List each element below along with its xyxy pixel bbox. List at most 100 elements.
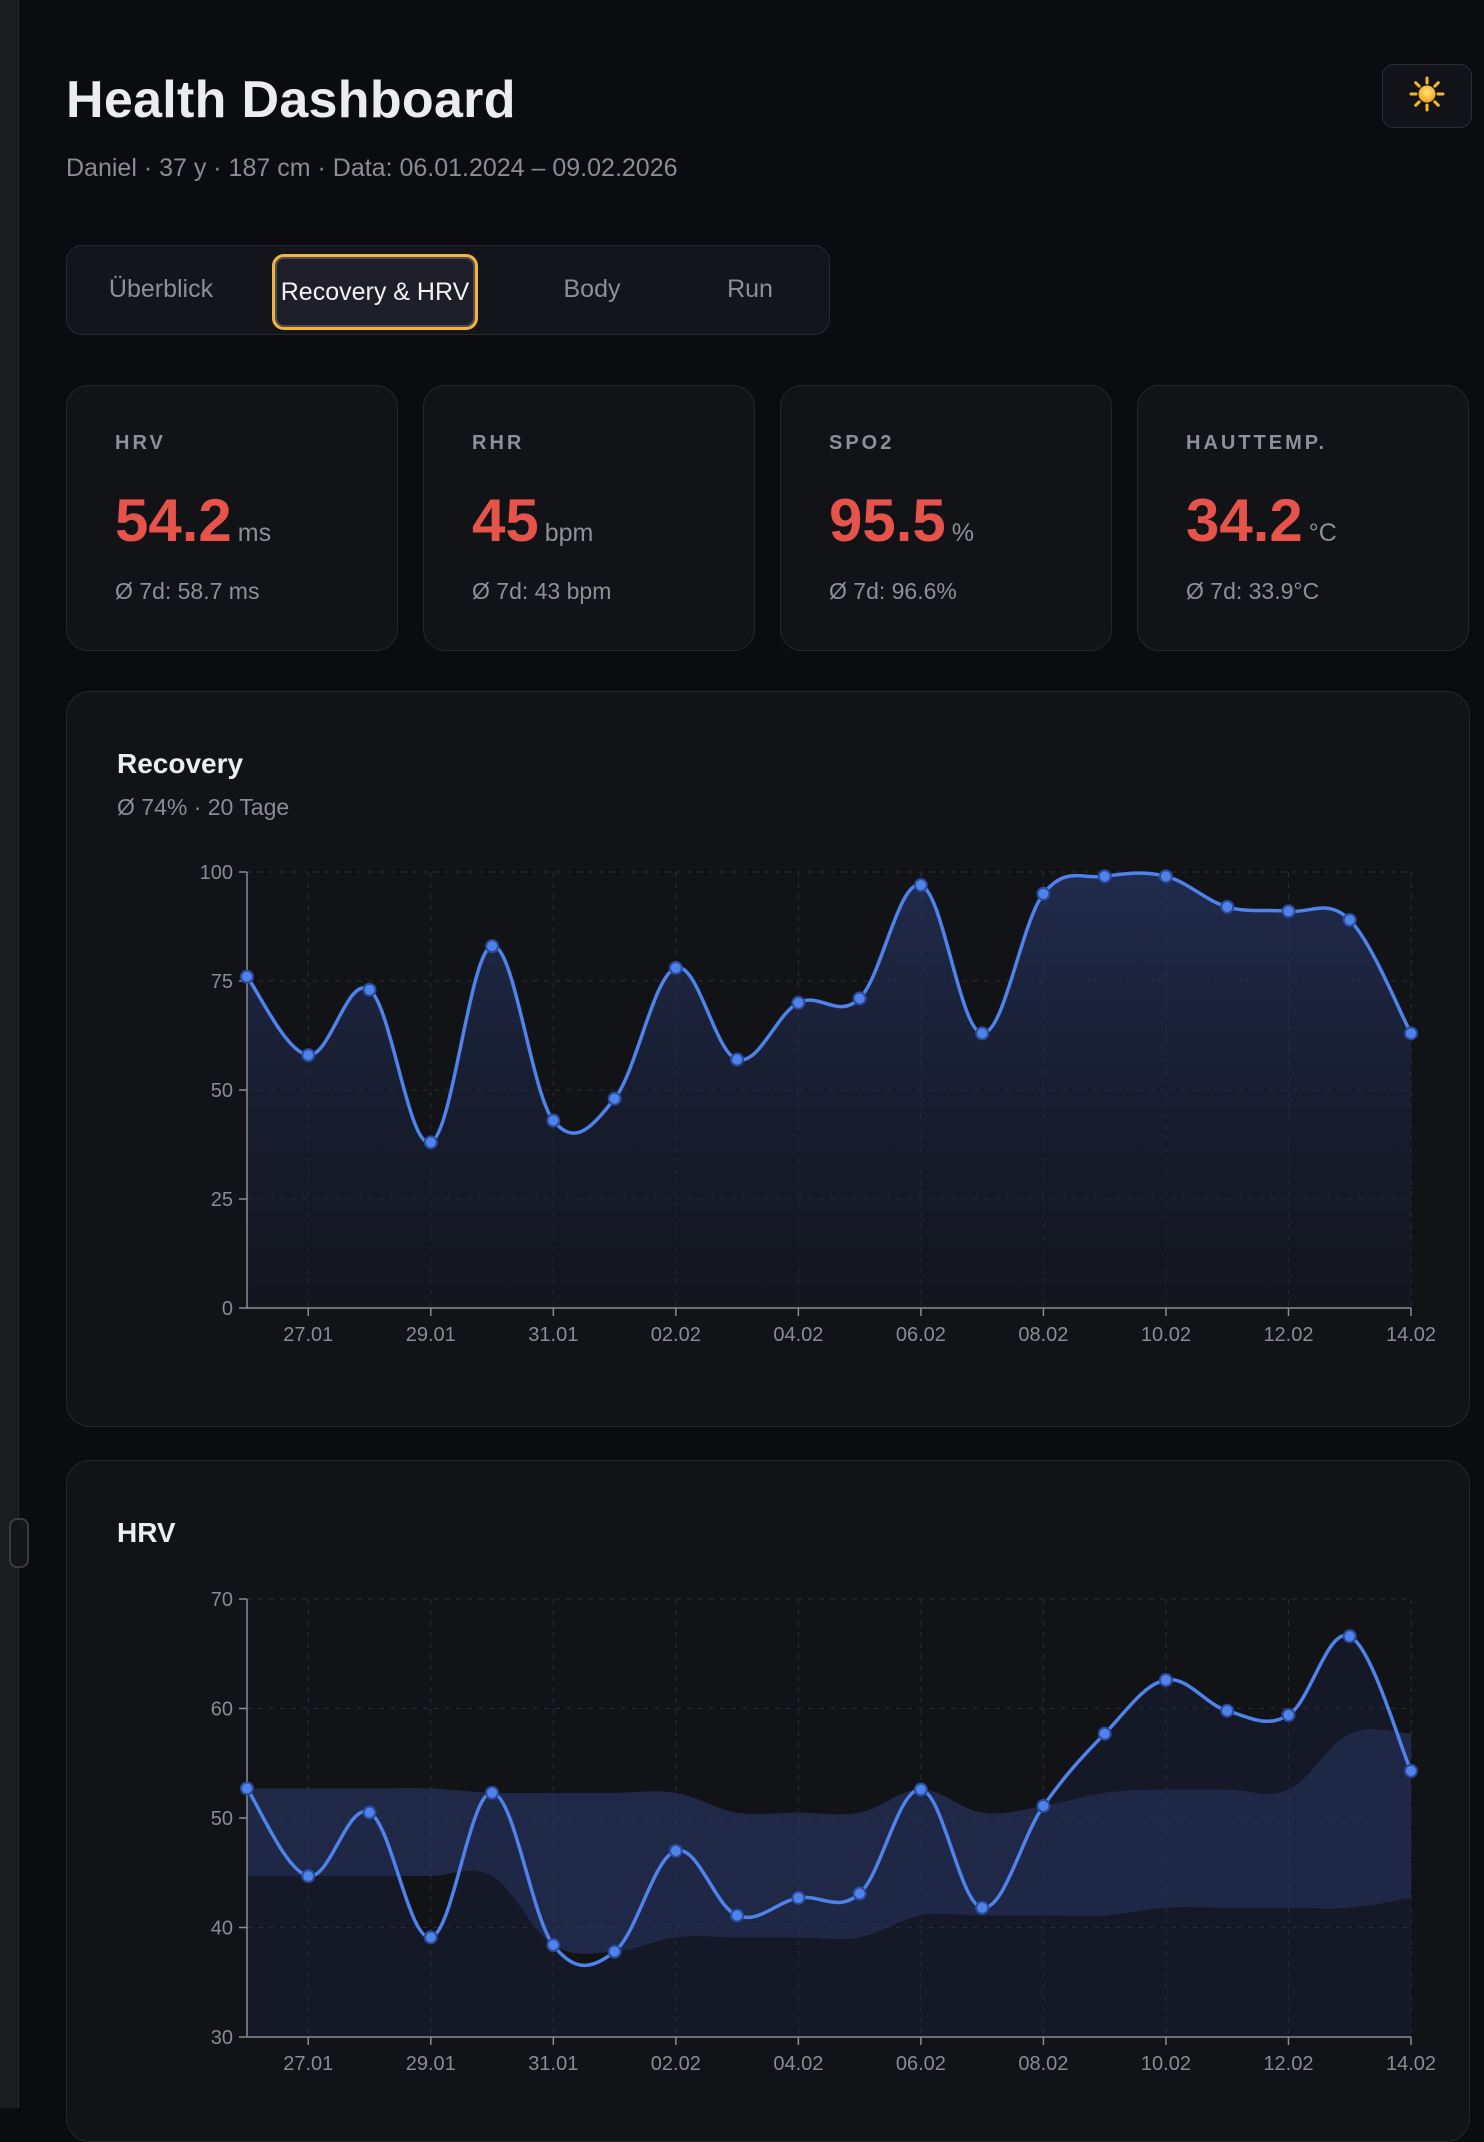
y-tick-label: 70 xyxy=(211,1589,233,1611)
data-point xyxy=(1158,869,1173,884)
tab-run[interactable]: Run xyxy=(727,274,773,303)
x-tick-label: 12.02 xyxy=(1263,1324,1313,1346)
x-tick-label: 31.01 xyxy=(528,1324,578,1346)
metric-unit: % xyxy=(951,519,975,547)
series-area xyxy=(247,1635,1411,2037)
sun-icon xyxy=(1409,76,1445,117)
hrv-normal-band xyxy=(247,1729,1411,1954)
metric-label: SPO2 xyxy=(829,432,895,454)
data-point xyxy=(668,1843,683,1858)
y-tick-label: 75 xyxy=(211,971,233,993)
theme-toggle-button[interactable] xyxy=(1382,64,1472,128)
metric-card-rhr: RHR 45 bpm Ø 7d: 43 bpm xyxy=(423,385,755,651)
y-tick-label: 25 xyxy=(211,1189,233,1211)
data-point xyxy=(423,1930,438,1945)
data-point xyxy=(1220,1703,1235,1718)
y-tick-label: 50 xyxy=(211,1808,233,1830)
metric-unit: °C xyxy=(1308,519,1337,547)
data-point xyxy=(1097,1726,1112,1741)
tab-bar: Überblick Recovery & HRV Body Run xyxy=(66,245,830,335)
metric-card-spo2: SPO2 95.5% Ø 7d: 96.6% xyxy=(780,385,1112,651)
y-tick-label: 100 xyxy=(200,862,233,884)
metric-card-hrv: HRV 54.2 ms Ø 7d: 58.7 ms xyxy=(66,385,398,651)
metric-value: 54.2 ms xyxy=(115,487,272,554)
x-tick-label: 27.01 xyxy=(283,1324,333,1346)
x-tick-label: 14.02 xyxy=(1386,2053,1436,2075)
metric-unit: ms xyxy=(237,519,272,547)
data-point xyxy=(1097,869,1112,884)
data-point xyxy=(975,1026,990,1041)
data-point xyxy=(240,1781,254,1796)
tab-recovery-hrv[interactable]: Recovery & HRV xyxy=(272,254,478,330)
data-point xyxy=(852,1886,867,1901)
data-point xyxy=(1404,1026,1418,1041)
x-tick-label: 31.01 xyxy=(528,2053,578,2075)
data-point xyxy=(1404,1763,1418,1778)
x-tick-label: 29.01 xyxy=(406,1324,456,1346)
tab-body[interactable]: Body xyxy=(563,274,621,303)
data-point xyxy=(852,991,867,1006)
data-point xyxy=(1281,1708,1296,1723)
series-area xyxy=(247,873,1411,1308)
metric-label: HRV xyxy=(115,432,166,454)
x-tick-label: 10.02 xyxy=(1141,2053,1191,2075)
data-point xyxy=(913,878,928,893)
recovery-panel: Recovery Ø 74% · 20 Tage 0 25 50 75 100 27.01… xyxy=(66,691,1470,1427)
data-point xyxy=(1158,1673,1173,1688)
data-point xyxy=(791,995,806,1010)
x-tick-label: 14.02 xyxy=(1386,1324,1436,1346)
recovery-chart: 0 25 50 75 100 27.01 29.01 31.01 02.02 04.02 06.02… xyxy=(200,862,1436,1346)
data-point xyxy=(1220,899,1235,914)
hrv-chart: 30 40 50 60 70 27.01 29.01 31.01 02.02 04.02 06.02… xyxy=(211,1589,1436,2075)
x-tick-label: 04.02 xyxy=(773,1324,823,1346)
metric-average: Ø 7d: 43 bpm xyxy=(472,578,612,604)
metric-average: Ø 7d: 33.9°C xyxy=(1186,578,1320,604)
data-point xyxy=(730,1908,745,1923)
data-point xyxy=(607,1091,622,1106)
data-point xyxy=(423,1135,438,1150)
tab-ueberblick[interactable]: Überblick xyxy=(108,274,214,303)
data-point xyxy=(546,1113,561,1128)
metric-value: 95.5% xyxy=(829,487,975,554)
data-point xyxy=(1036,1798,1051,1813)
data-point xyxy=(485,1785,500,1800)
metric-average: Ø 7d: 58.7 ms xyxy=(115,578,260,604)
x-tick-label: 29.01 xyxy=(406,2053,456,2075)
x-tick-label: 27.01 xyxy=(283,2053,333,2075)
data-point xyxy=(301,1048,316,1063)
recovery-chart-title: Recovery xyxy=(117,748,244,779)
metric-label: RHR xyxy=(472,432,525,454)
x-tick-label: 10.02 xyxy=(1141,1324,1191,1346)
y-tick-label: 50 xyxy=(211,1080,233,1102)
metric-value: 34.2 °C xyxy=(1186,487,1337,554)
page-title: Health Dashboard xyxy=(66,71,516,129)
data-point xyxy=(240,969,254,984)
y-tick-label: 60 xyxy=(211,1699,233,1721)
metric-card-skin-temp: HAUTTEMP. 34.2 °C Ø 7d: 33.9°C xyxy=(1137,385,1469,651)
x-tick-label: 08.02 xyxy=(1018,1324,1068,1346)
hrv-chart-title: HRV xyxy=(117,1517,176,1548)
x-tick-label: 02.02 xyxy=(651,1324,701,1346)
data-point xyxy=(913,1782,928,1797)
data-point xyxy=(546,1938,561,1953)
x-tick-label: 08.02 xyxy=(1018,2053,1068,2075)
x-tick-label: 12.02 xyxy=(1263,2053,1313,2075)
y-tick-label: 30 xyxy=(211,2027,233,2049)
y-tick-label: 0 xyxy=(222,1298,233,1320)
x-tick-label: 02.02 xyxy=(651,2053,701,2075)
data-point xyxy=(301,1869,316,1884)
metric-average: Ø 7d: 96.6% xyxy=(829,578,957,604)
left-sidebar-strip xyxy=(0,0,19,2108)
data-point xyxy=(362,982,377,997)
resize-handle[interactable] xyxy=(9,1518,29,1568)
data-point xyxy=(730,1052,745,1067)
y-tick-label: 40 xyxy=(211,1918,233,1940)
metric-unit: bpm xyxy=(544,519,594,547)
data-point xyxy=(485,939,500,954)
data-point xyxy=(362,1805,377,1820)
metric-label: HAUTTEMP. xyxy=(1186,432,1328,454)
recovery-chart-subtitle: Ø 74% · 20 Tage xyxy=(117,794,290,820)
x-tick-label: 04.02 xyxy=(773,2053,823,2075)
data-point xyxy=(791,1890,806,1905)
x-tick-label: 06.02 xyxy=(896,2053,946,2075)
